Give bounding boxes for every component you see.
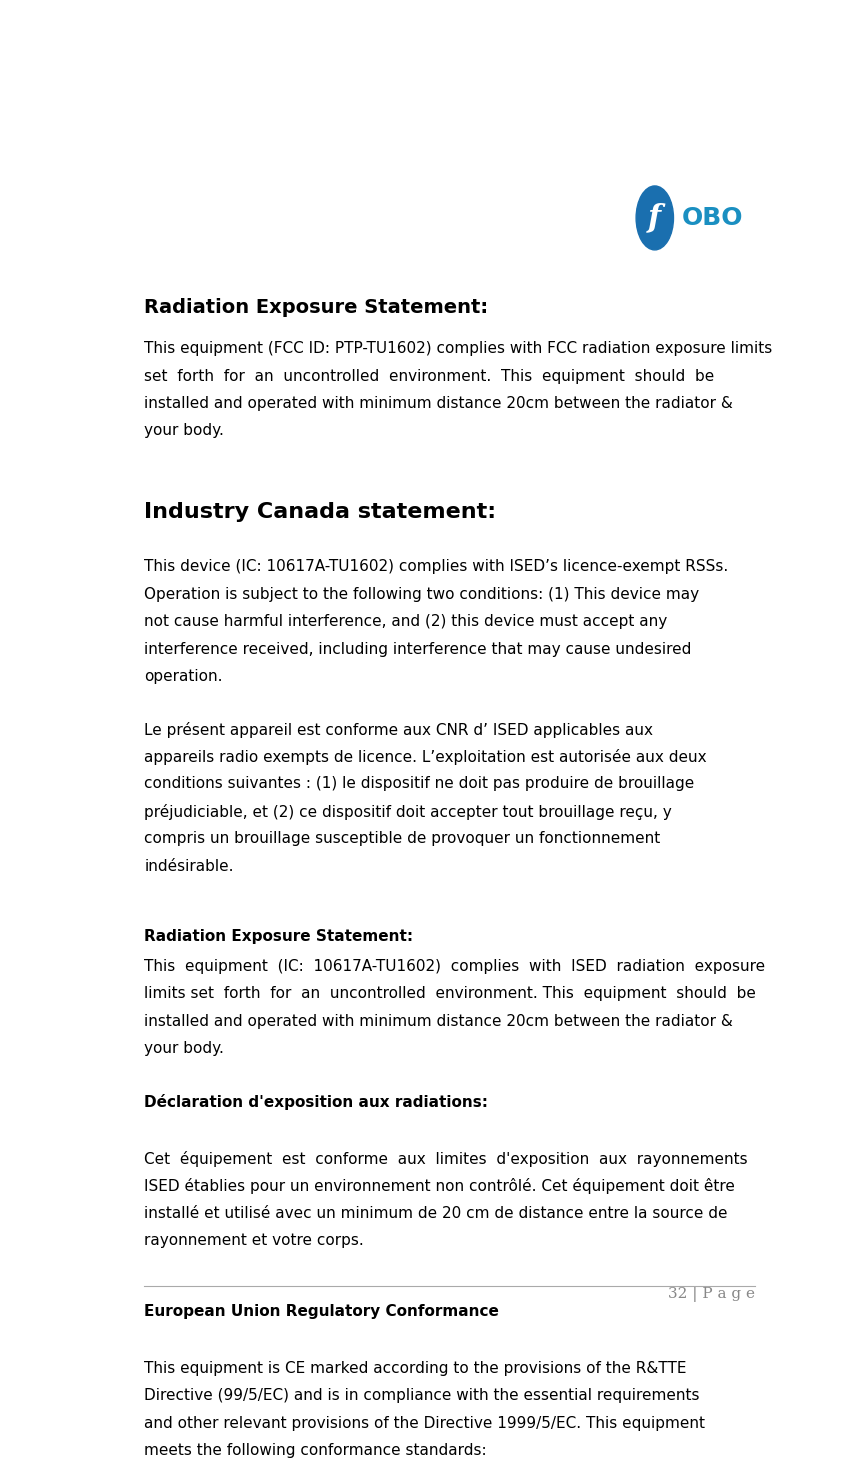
Text: meets the following conformance standards:: meets the following conformance standard… bbox=[145, 1443, 487, 1458]
Text: and other relevant provisions of the Directive 1999/5/EC. This equipment: and other relevant provisions of the Dir… bbox=[145, 1416, 705, 1431]
Text: installed and operated with minimum distance 20cm between the radiator &: installed and operated with minimum dist… bbox=[145, 1014, 734, 1029]
Text: compris un brouillage susceptible de provoquer un fonctionnement: compris un brouillage susceptible de pro… bbox=[145, 830, 660, 847]
Text: Radiation Exposure Statement:: Radiation Exposure Statement: bbox=[145, 930, 413, 945]
Text: f: f bbox=[648, 202, 661, 233]
Text: European Union Regulatory Conformance: European Union Regulatory Conformance bbox=[145, 1304, 499, 1318]
Text: 32 | P a g e: 32 | P a g e bbox=[668, 1287, 755, 1302]
Text: installed and operated with minimum distance 20cm between the radiator &: installed and operated with minimum dist… bbox=[145, 396, 734, 411]
Text: OBO: OBO bbox=[682, 206, 743, 230]
Text: rayonnement et votre corps.: rayonnement et votre corps. bbox=[145, 1232, 364, 1249]
Text: Déclaration d'exposition aux radiations:: Déclaration d'exposition aux radiations: bbox=[145, 1094, 488, 1109]
Text: ISED établies pour un environnement non contrôlé. Cet équipement doit être: ISED établies pour un environnement non … bbox=[145, 1179, 735, 1194]
Text: This device (IC: 10617A-TU1602) complies with ISED’s licence-exempt RSSs.: This device (IC: 10617A-TU1602) complies… bbox=[145, 559, 728, 574]
Text: This equipment is CE marked according to the provisions of the R&TTE: This equipment is CE marked according to… bbox=[145, 1361, 687, 1376]
Text: operation.: operation. bbox=[145, 669, 223, 684]
Text: Le présent appareil est conforme aux CNR d’ ISED applicables aux: Le présent appareil est conforme aux CNR… bbox=[145, 722, 653, 737]
Text: Operation is subject to the following two conditions: (1) This device may: Operation is subject to the following tw… bbox=[145, 587, 699, 602]
Text: Radiation Exposure Statement:: Radiation Exposure Statement: bbox=[145, 298, 488, 317]
Text: installé et utilisé avec un minimum de 20 cm de distance entre la source de: installé et utilisé avec un minimum de 2… bbox=[145, 1206, 728, 1221]
Text: conditions suivantes : (1) le dispositif ne doit pas produire de brouillage: conditions suivantes : (1) le dispositif… bbox=[145, 776, 695, 792]
Text: your body.: your body. bbox=[145, 424, 224, 439]
Text: Cet  équipement  est  conforme  aux  limites  d'exposition  aux  rayonnements: Cet équipement est conforme aux limites … bbox=[145, 1151, 748, 1167]
Text: This  equipment  (IC:  10617A-TU1602)  complies  with  ISED  radiation  exposure: This equipment (IC: 10617A-TU1602) compl… bbox=[145, 960, 765, 974]
Text: your body.: your body. bbox=[145, 1041, 224, 1056]
Text: appareils radio exempts de licence. L’exploitation est autorisée aux deux: appareils radio exempts de licence. L’ex… bbox=[145, 749, 707, 765]
Text: indésirable.: indésirable. bbox=[145, 859, 234, 873]
Text: This equipment (FCC ID: PTP-TU1602) complies with FCC radiation exposure limits: This equipment (FCC ID: PTP-TU1602) comp… bbox=[145, 341, 772, 356]
Text: Directive (99/5/EC) and is in compliance with the essential requirements: Directive (99/5/EC) and is in compliance… bbox=[145, 1388, 700, 1403]
Text: limits set  forth  for  an  uncontrolled  environment. This  equipment  should  : limits set forth for an uncontrolled env… bbox=[145, 986, 756, 1001]
Text: set  forth  for  an  uncontrolled  environment.  This  equipment  should  be: set forth for an uncontrolled environmen… bbox=[145, 369, 715, 384]
Text: not cause harmful interference, and (2) this device must accept any: not cause harmful interference, and (2) … bbox=[145, 614, 667, 629]
Circle shape bbox=[636, 185, 673, 251]
Text: Industry Canada statement:: Industry Canada statement: bbox=[145, 503, 497, 522]
Text: interference received, including interference that may cause undesired: interference received, including interfe… bbox=[145, 642, 691, 657]
Text: préjudiciable, et (2) ce dispositif doit accepter tout brouillage reçu, y: préjudiciable, et (2) ce dispositif doit… bbox=[145, 804, 672, 820]
